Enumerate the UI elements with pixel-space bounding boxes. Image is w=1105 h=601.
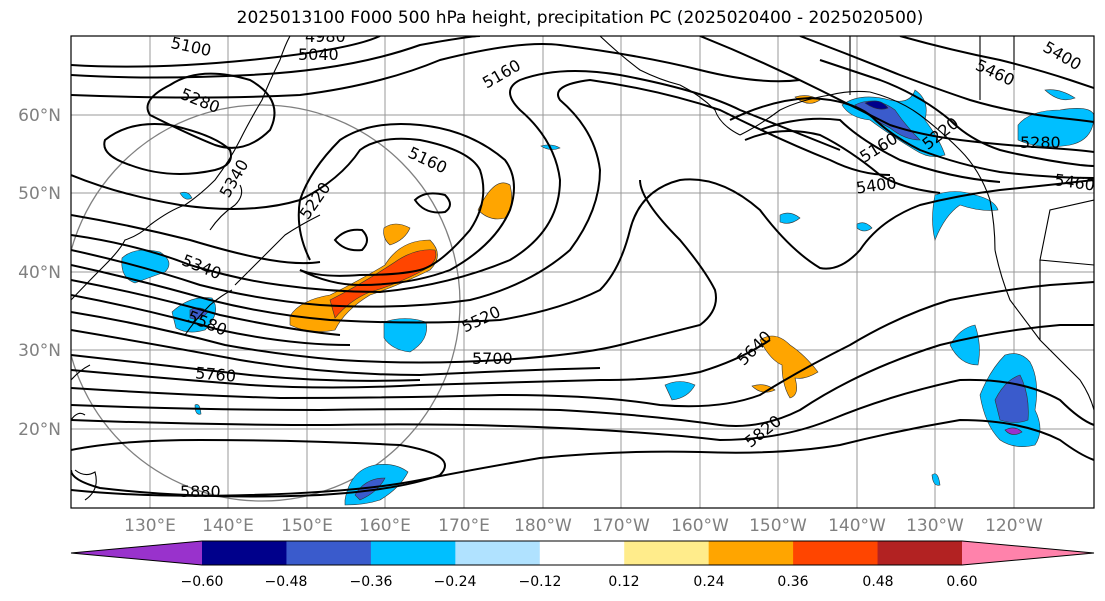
contour-label: 5760 xyxy=(195,363,237,385)
colorbar-tick: 0.60 xyxy=(946,574,977,590)
lon-label: 170°W xyxy=(592,516,650,536)
colorbar-swatch xyxy=(708,541,794,565)
colorbar-swatch xyxy=(793,541,879,565)
contour-label: 5040 xyxy=(298,45,339,64)
region-circle xyxy=(71,104,461,502)
colorbar-tick: −0.12 xyxy=(519,574,562,590)
colorbar-tick: −0.48 xyxy=(265,574,308,590)
contour-label: 5880 xyxy=(180,482,221,501)
lon-label: 140°W xyxy=(828,516,886,536)
lon-label: 120°W xyxy=(985,516,1043,536)
colorbar-extend-low xyxy=(71,541,202,565)
lon-label: 150°E xyxy=(281,516,333,536)
lat-label: 30°N xyxy=(18,341,61,361)
colorbar-swatch xyxy=(624,541,710,565)
colorbar-swatch xyxy=(370,541,456,565)
height-contours xyxy=(71,36,1094,498)
colorbar-tick: 0.24 xyxy=(693,574,724,590)
colorbar-extend-high xyxy=(962,541,1094,565)
lat-label: 50°N xyxy=(18,184,61,204)
colorbar-tick: −0.36 xyxy=(350,574,393,590)
lat-label: 40°N xyxy=(18,263,61,283)
lon-label: 160°E xyxy=(359,516,411,536)
lat-label: 20°N xyxy=(18,420,61,440)
colorbar-tick: −0.60 xyxy=(181,574,224,590)
lon-label: 130°E xyxy=(124,516,176,536)
colorbar-swatch xyxy=(877,541,963,565)
colorbar-swatch xyxy=(286,541,372,565)
colorbar-tick: 0.48 xyxy=(862,574,893,590)
colorbar-swatch xyxy=(455,541,541,565)
colorbar: −0.60 −0.48 −0.36 −0.24 −0.12 0.12 0.24 … xyxy=(70,540,1095,590)
contour-label: 5280 xyxy=(1020,133,1061,152)
lon-label: 180°W xyxy=(514,516,572,536)
colorbar-swatches xyxy=(71,541,1094,565)
map-title: 2025013100 F000 500 hPa height, precipit… xyxy=(236,8,924,28)
lon-axis-labels: 130°E 140°E 150°E 160°E 170°E 180°W 170°… xyxy=(124,516,1043,536)
contour-label: 5700 xyxy=(472,349,513,368)
lon-label: 160°W xyxy=(671,516,729,536)
colorbar-tick: 0.36 xyxy=(777,574,808,590)
colorbar-tick: −0.24 xyxy=(434,574,477,590)
colorbar-swatch xyxy=(539,541,625,565)
lon-label: 130°W xyxy=(906,516,964,536)
lat-label: 60°N xyxy=(18,106,61,126)
colorbar-outline xyxy=(70,540,1095,566)
lat-axis-labels: 60°N 50°N 40°N 30°N 20°N xyxy=(18,106,61,440)
lon-label: 150°W xyxy=(749,516,807,536)
contour-label: 4980 xyxy=(305,27,346,46)
colorbar-swatch xyxy=(202,541,287,565)
colorbar-tick: 0.12 xyxy=(608,574,639,590)
coastlines xyxy=(71,36,1094,501)
colorbar-ticks: −0.60 −0.48 −0.36 −0.24 −0.12 0.12 0.24 … xyxy=(181,574,978,590)
lon-label: 140°E xyxy=(202,516,254,536)
lon-label: 170°E xyxy=(438,516,490,536)
map-frame xyxy=(70,35,1095,509)
